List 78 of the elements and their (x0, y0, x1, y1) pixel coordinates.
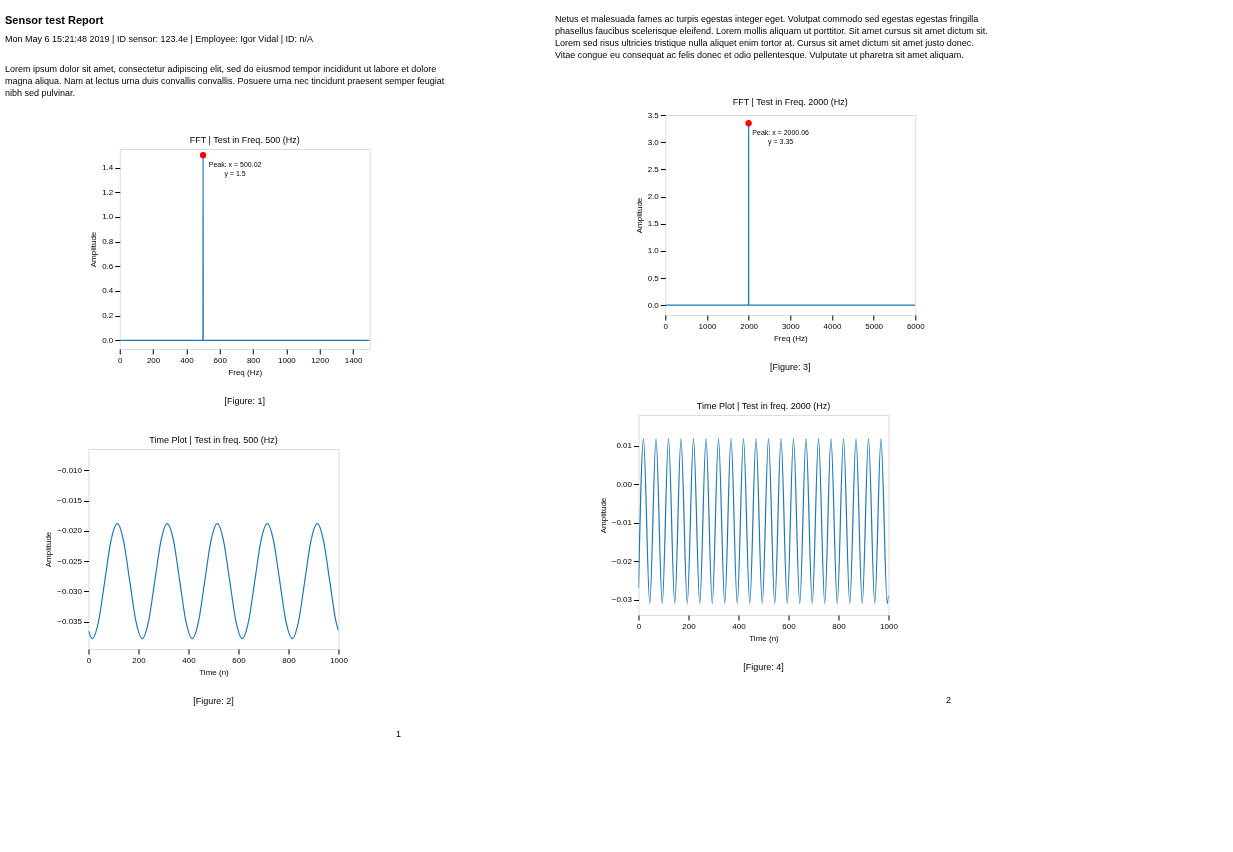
x-tick-label: 1200 (311, 355, 330, 365)
x-tick-label: 0 (118, 355, 124, 365)
y-axis-title: Amplitude (44, 531, 54, 568)
y-tick-label: −0.015 (57, 496, 83, 506)
y-tick-label: −0.010 (57, 465, 83, 475)
y-tick-label: −0.030 (57, 586, 83, 596)
x-tick-label: 600 (782, 621, 797, 631)
y-tick-label: 0.8 (102, 237, 114, 247)
text: Lorem ipsum dolor sit amet, consectetur adipiscing elit, sed do eiusmod tempor incididunt ut labore et dolore magna aliqua. Nam at lectus urna duis convallis convallis. Posuere urna nec tincidunt praesent semper feugiat nibh sed pulvinar. (5, 64, 445, 98)
x-axis-title: Freq (Hz) (228, 367, 263, 377)
y-tick-label: 0.2 (102, 311, 114, 321)
chart-title: FFT | Test in Freq. 500 (Hz) (189, 135, 300, 145)
chart-title: Time Plot | Test in freq. 500 (Hz) (149, 435, 278, 445)
x-tick-label: 800 (282, 655, 297, 665)
y-tick-label: 0.0 (102, 335, 114, 345)
y-tick-label: −0.01 (611, 518, 633, 528)
x-tick-label: 200 (146, 355, 161, 365)
y-tick-label: 1.5 (647, 219, 660, 229)
x-tick-label: 0 (663, 321, 669, 331)
x-tick-label: 1400 (344, 355, 364, 365)
y-tick-label: 0.0 (647, 300, 660, 310)
x-tick-label: 2000 (740, 321, 759, 331)
y-tick-label: −0.025 (57, 556, 83, 566)
line-series (638, 438, 889, 605)
text: Sensor test Report (5, 14, 104, 26)
y-tick-label: 0.00 (616, 479, 633, 489)
y-tick-label: 0.5 (647, 273, 660, 283)
y-tick-label: 3.5 (647, 110, 660, 120)
y-tick-label: 2.0 (647, 192, 660, 202)
x-tick-label: 6000 (906, 321, 926, 331)
y-axis-title: Amplitude (598, 497, 608, 534)
y-tick-label: 1.0 (647, 246, 660, 256)
x-tick-label: 3000 (781, 321, 801, 331)
text: 2 (945, 695, 952, 705)
chart-title: FFT | Test in Freq. 2000 (Hz) (732, 97, 848, 107)
y-axis-title: Amplitude (634, 197, 644, 234)
x-tick-label: 600 (232, 655, 247, 665)
y-tick-label: 2.5 (647, 164, 660, 174)
x-tick-label: 200 (682, 621, 697, 631)
x-tick-label: 400 (180, 355, 195, 365)
x-axis-title: Freq (Hz) (773, 333, 809, 343)
text: Netus et malesuada fames ac turpis egestas integer eget. Volutpat commodo sed egestas egestas fringilla phasellus faucibus scelerisque eleifend. Lorem mollis aliquam ut porttitor. Sit amet cursus sit amet dictum sit. Lorem sed risus ultricies tristique nulla aliquet enim tortor at. Cursus sit amet dictum sit amet justo donec. Vitae congue eu consequat ac felis donec et odio pellentesque. Vulputate ut pharetra sit amet aliquam. (555, 14, 988, 60)
y-tick-label: 1.4 (102, 163, 114, 173)
x-axis-title: Time (n) (199, 667, 230, 677)
x-tick-label: 400 (732, 621, 747, 631)
y-tick-label: 0.6 (102, 261, 114, 271)
y-tick-label: 3.0 (647, 137, 660, 147)
x-tick-label: 4000 (823, 321, 842, 331)
y-tick-label: −0.020 (57, 526, 83, 536)
x-tick-label: 800 (832, 621, 847, 631)
chart-title: Time Plot | Test in freq. 2000 (Hz) (696, 401, 831, 411)
text: [Figure: 3] (770, 362, 811, 372)
x-tick-label: 200 (132, 655, 147, 665)
y-tick-label: −0.035 (57, 617, 83, 627)
y-tick-label: 0.01 (616, 441, 633, 451)
x-tick-label: 600 (213, 355, 228, 365)
x-tick-label: 800 (246, 355, 261, 365)
x-tick-label: 1000 (330, 655, 349, 665)
y-axis-title: Amplitude (89, 231, 99, 268)
text: [Figure: 1] (224, 396, 266, 406)
text: 1 (395, 729, 402, 739)
x-tick-label: 1000 (880, 621, 899, 631)
x-tick-label: 5000 (865, 321, 884, 331)
text: [Figure: 4] (743, 662, 784, 672)
line-series (88, 522, 339, 640)
y-tick-label: 1.0 (102, 212, 114, 222)
x-tick-label: 400 (182, 655, 197, 665)
text: [Figure: 2] (193, 696, 234, 706)
x-tick-label: 1000 (698, 321, 717, 331)
y-tick-label: 1.2 (102, 187, 114, 197)
y-tick-label: 0.4 (102, 286, 114, 296)
x-tick-label: 0 (86, 655, 92, 665)
x-axis-title: Time (n) (749, 633, 780, 643)
x-tick-label: 0 (636, 621, 642, 631)
y-tick-label: −0.03 (611, 595, 633, 605)
text: Mon May 6 15:21:48 2019 | ID sensor: 123.4e | Employee: Igor Vidal | ID: n/A (5, 34, 314, 44)
y-tick-label: −0.02 (611, 556, 633, 566)
x-tick-label: 1000 (278, 355, 297, 365)
